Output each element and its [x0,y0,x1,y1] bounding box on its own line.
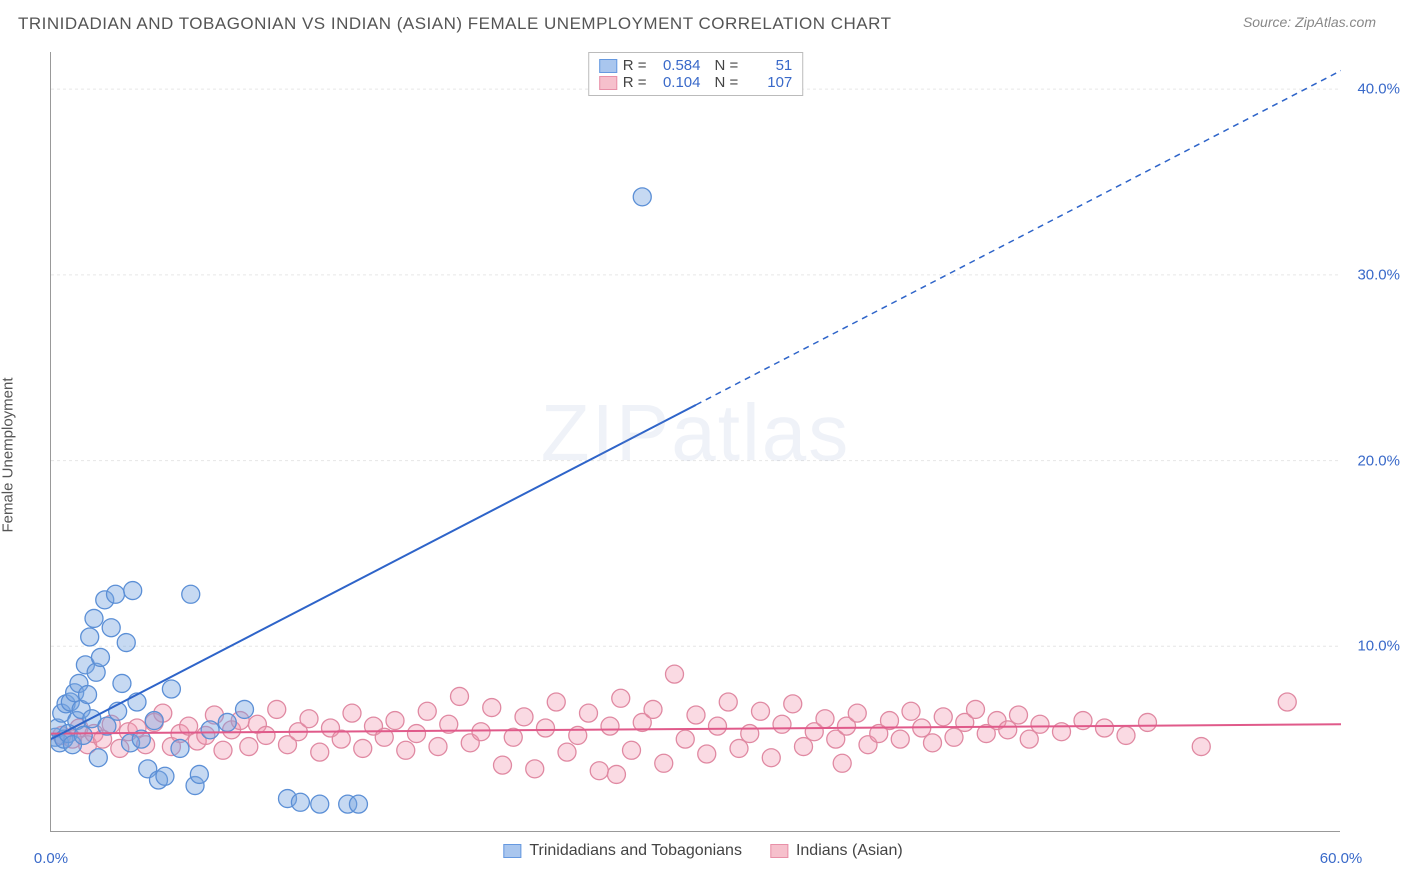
correlation-legend: R = 0.584 N = 51 R = 0.104 N = 107 [588,52,804,96]
series-label: Trinidadians and Tobagonians [529,842,742,860]
correlation-legend-row: R = 0.104 N = 107 [599,74,793,91]
correlation-legend-row: R = 0.584 N = 51 [599,57,793,74]
n-value: 51 [744,57,792,74]
legend-swatch [503,844,521,858]
n-label: N = [715,74,739,91]
y-tick-label: 10.0% [1357,638,1400,655]
chart-container: Female Unemployment ZIPatlas R = 0.584 N… [0,40,1406,870]
x-tick-label: 60.0% [1320,850,1363,867]
x-tick-label: 0.0% [34,850,68,867]
legend-swatch [770,844,788,858]
y-tick-label: 40.0% [1357,81,1400,98]
r-value: 0.104 [653,74,701,91]
n-label: N = [715,57,739,74]
series-legend-item: Indians (Asian) [770,842,903,860]
legend-swatch [599,76,617,90]
y-axis-label: Female Unemployment [0,377,17,532]
series-legend: Trinidadians and Tobagonians Indians (Asi… [503,842,902,860]
series-label: Indians (Asian) [796,842,903,860]
source-attribution: Source: ZipAtlas.com [1243,14,1376,30]
series-legend-item: Trinidadians and Tobagonians [503,842,742,860]
n-value: 107 [744,74,792,91]
chart-title: TRINIDADIAN AND TOBAGONIAN VS INDIAN (AS… [18,14,892,34]
y-tick-label: 30.0% [1357,266,1400,283]
r-label: R = [623,74,647,91]
legend-swatch [599,59,617,73]
plot-svg [51,52,1341,832]
r-label: R = [623,57,647,74]
plot-area: ZIPatlas R = 0.584 N = 51 R = 0.104 N = … [50,52,1340,832]
y-tick-label: 20.0% [1357,452,1400,469]
r-value: 0.584 [653,57,701,74]
